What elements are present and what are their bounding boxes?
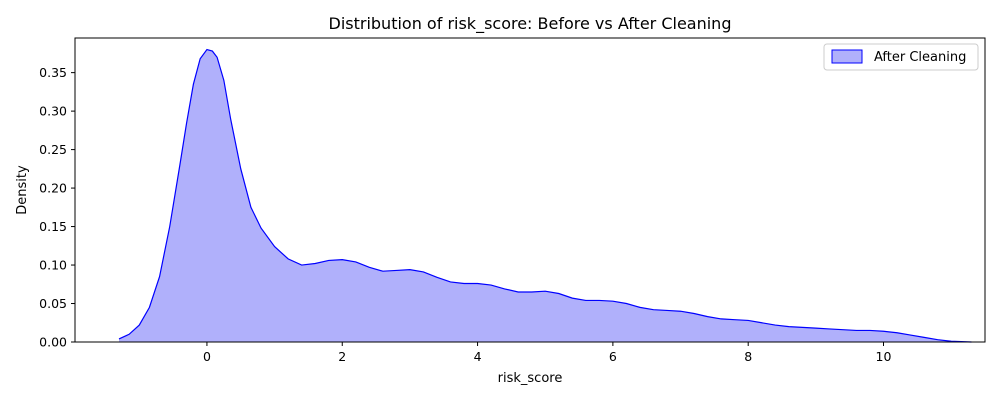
y-tick-label: 0.00 — [39, 335, 67, 350]
legend-swatch — [831, 49, 863, 64]
y-tick-label: 0.15 — [39, 219, 67, 234]
density-area-series-0 — [118, 49, 972, 342]
x-tick-label: 4 — [474, 349, 482, 364]
legend-label: After Cleaning — [874, 50, 966, 65]
y-tick-label: 0.35 — [39, 65, 67, 80]
plot-area — [118, 48, 972, 343]
x-tick-label: 2 — [338, 349, 346, 364]
axes-frame — [74, 37, 986, 343]
y-tick-label: 0.30 — [39, 104, 67, 119]
y-axis: 0.00 0.05 0.10 0.15 0.20 0.25 0.30 0.35 — [39, 65, 75, 350]
y-tick-label: 0.05 — [39, 296, 67, 311]
x-axis-label: risk_score — [498, 371, 563, 386]
legend: After Cleaning — [823, 43, 979, 71]
x-tick-label: 0 — [203, 349, 211, 364]
x-tick-label: 10 — [876, 349, 892, 364]
density-line-series-0 — [118, 48, 972, 343]
x-tick-label: 6 — [609, 349, 617, 364]
y-tick-label: 0.20 — [39, 181, 67, 196]
y-tick-label: 0.25 — [39, 142, 67, 157]
chart-title: Distribution of risk_score: Before vs Af… — [329, 14, 732, 34]
y-tick-label: 0.10 — [39, 258, 67, 273]
x-tick-label: 8 — [744, 349, 752, 364]
x-axis: 0 2 4 6 8 10 — [203, 342, 892, 364]
y-axis-label: Density — [15, 165, 30, 215]
